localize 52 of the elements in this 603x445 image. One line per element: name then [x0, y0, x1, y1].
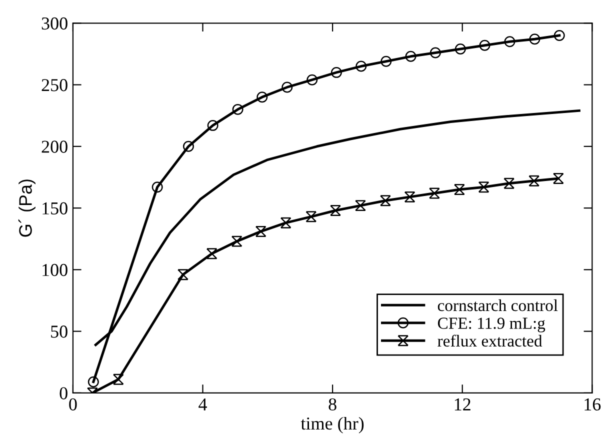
- y-tick-label: 200: [42, 140, 68, 153]
- y-tick-label: 50: [51, 326, 68, 338]
- point: [255, 226, 266, 237]
- x-tick-label: 8: [328, 398, 336, 411]
- x-tick-label: 12: [454, 398, 470, 410]
- point: [380, 195, 391, 206]
- point: [330, 66, 342, 78]
- point: [430, 47, 441, 58]
- point: [504, 36, 516, 48]
- point: [207, 120, 218, 131]
- point: [428, 188, 440, 199]
- point: [306, 211, 317, 222]
- y-tick-label: 100: [42, 264, 68, 276]
- point: [112, 374, 124, 385]
- y-tick-label: 0: [60, 387, 68, 400]
- x-axis-title: time (hr): [300, 416, 364, 434]
- legend-label: CFE: 11.9 mL:g: [438, 318, 546, 332]
- legend-label: cornstarch control: [438, 299, 558, 312]
- point: [206, 248, 218, 260]
- y-axis-title: G´ (Pa): [18, 180, 36, 237]
- point: [232, 104, 244, 115]
- point: [405, 50, 416, 62]
- y-tick-label: 150: [42, 202, 68, 214]
- point: [280, 217, 292, 228]
- point: [528, 175, 540, 186]
- point: [529, 34, 540, 45]
- point: [152, 182, 163, 193]
- y-tick-label: 250: [42, 79, 68, 92]
- point: [306, 74, 318, 86]
- point: [380, 56, 392, 67]
- legend-label: reflux extracted: [438, 334, 542, 347]
- point: [504, 178, 515, 189]
- y-tick-label: 300: [42, 17, 68, 30]
- point: [479, 40, 490, 51]
- point: [356, 60, 367, 72]
- point: [354, 200, 366, 212]
- point: [404, 191, 416, 202]
- x-tick-label: 4: [198, 398, 207, 410]
- point: [282, 82, 293, 93]
- point: [454, 184, 465, 196]
- point: [552, 172, 564, 184]
- point: [177, 269, 188, 280]
- point: [478, 182, 490, 193]
- point: [231, 236, 242, 247]
- x-tick-label: 0: [69, 398, 77, 411]
- point: [330, 205, 341, 216]
- point: [88, 376, 99, 388]
- point: [182, 140, 194, 152]
- x-tick-label: 16: [584, 398, 601, 411]
- point: [554, 30, 565, 41]
- point: [454, 44, 466, 55]
- point: [256, 92, 268, 103]
